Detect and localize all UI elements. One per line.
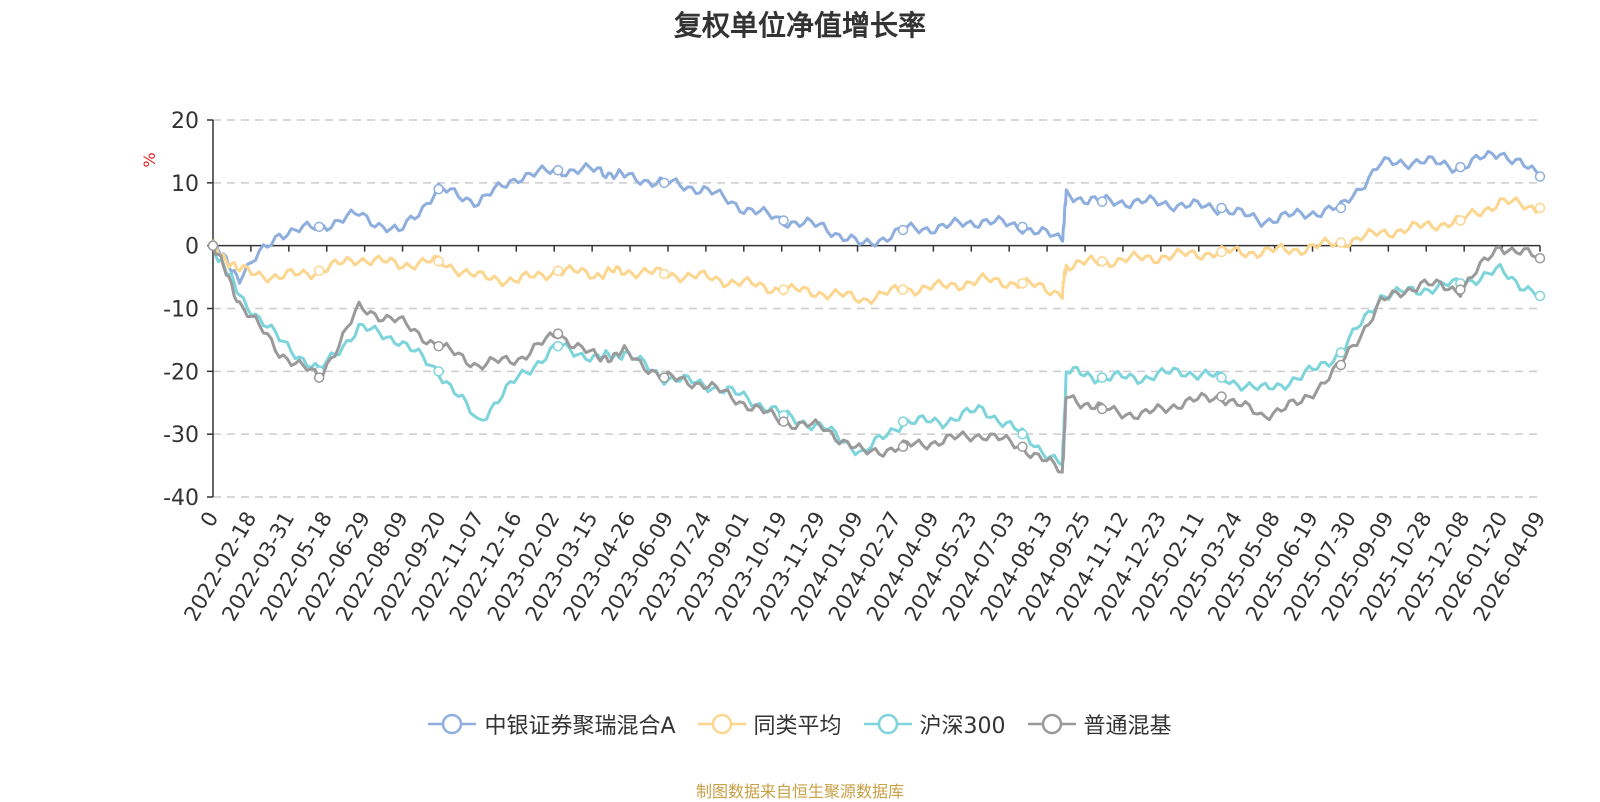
series-point bbox=[658, 268, 670, 280]
series-point bbox=[1534, 171, 1546, 182]
series-point bbox=[778, 284, 789, 295]
series-point bbox=[778, 215, 789, 226]
series-point bbox=[552, 165, 564, 176]
y-tick-label: 10 bbox=[171, 172, 199, 197]
grid-lines bbox=[213, 119, 1540, 498]
series-point bbox=[1335, 237, 1347, 248]
series-point bbox=[1216, 391, 1227, 402]
series-point bbox=[313, 221, 325, 233]
series-point bbox=[207, 240, 219, 251]
y-tick-label: -40 bbox=[163, 486, 199, 511]
series-point bbox=[1096, 196, 1108, 207]
x-tick-label: 0 bbox=[196, 508, 223, 532]
legend-item[interactable]: 沪深300 bbox=[863, 708, 1006, 740]
legend-marker-icon bbox=[863, 713, 912, 735]
legend-marker-icon bbox=[1027, 713, 1076, 735]
legend-item[interactable]: 普通混基 bbox=[1027, 708, 1172, 740]
series-point bbox=[433, 366, 444, 377]
series-line-0 bbox=[212, 149, 1542, 285]
series-point bbox=[897, 441, 909, 452]
legend-marker-icon bbox=[428, 713, 477, 735]
legend-item[interactable]: 同类平均 bbox=[697, 708, 842, 740]
series-point bbox=[1017, 221, 1028, 233]
series-point bbox=[1455, 215, 1466, 226]
legend-marker-icon bbox=[697, 713, 746, 735]
series-point bbox=[1096, 403, 1108, 415]
series-point bbox=[552, 328, 564, 339]
series-point bbox=[1534, 252, 1546, 264]
series-line-1 bbox=[211, 196, 1542, 305]
y-tick-label: 20 bbox=[171, 109, 199, 134]
y-tick-label: 0 bbox=[185, 235, 199, 260]
series-point bbox=[1096, 372, 1108, 383]
series-point bbox=[658, 372, 670, 383]
legend-label: 同类平均 bbox=[753, 714, 842, 739]
series-point bbox=[1017, 428, 1028, 440]
source-note: 制图数据来自恒生聚源数据库 bbox=[695, 782, 904, 801]
legend-label: 普通混基 bbox=[1083, 714, 1172, 739]
y-tick-label: -10 bbox=[163, 298, 199, 323]
series-point bbox=[433, 183, 444, 195]
series-point bbox=[658, 177, 670, 189]
y-tick-label: -30 bbox=[163, 423, 199, 448]
series-point bbox=[1335, 347, 1347, 358]
series-point bbox=[313, 265, 325, 277]
legend-label: 沪深300 bbox=[919, 714, 1006, 739]
series-line-2 bbox=[211, 244, 1541, 468]
series-point bbox=[1216, 246, 1227, 258]
series-point bbox=[1017, 278, 1028, 289]
series-point bbox=[1096, 256, 1108, 267]
legend-label: 中银证券聚瑞混合A bbox=[484, 714, 676, 739]
series-point bbox=[778, 416, 789, 427]
series-point bbox=[1335, 202, 1347, 214]
series-point bbox=[897, 416, 909, 427]
series-point bbox=[1534, 290, 1546, 302]
series-point bbox=[552, 340, 564, 352]
series-point bbox=[1335, 359, 1347, 371]
series-point bbox=[313, 372, 325, 383]
series-point bbox=[897, 284, 909, 295]
legend-item[interactable]: 中银证券聚瑞混合A bbox=[428, 708, 676, 740]
series-point bbox=[1216, 202, 1227, 214]
series-point bbox=[1216, 372, 1227, 383]
series-point bbox=[1455, 161, 1466, 173]
series-point bbox=[1455, 284, 1466, 295]
chart-title: 复权单位净值增长率 bbox=[673, 9, 926, 42]
series-point bbox=[897, 224, 909, 236]
series-point bbox=[433, 340, 444, 352]
legend: 中银证券聚瑞混合A 同类平均 沪深300 普通混基 bbox=[0, 708, 1600, 740]
series-layer bbox=[207, 149, 1546, 474]
y-axis-label: % bbox=[140, 152, 159, 167]
series-point bbox=[1017, 441, 1028, 452]
y-tick-label: -20 bbox=[163, 360, 199, 385]
series-point bbox=[552, 265, 564, 277]
series-point bbox=[433, 256, 444, 267]
series-line-3 bbox=[211, 245, 1541, 474]
series-point bbox=[1534, 202, 1546, 214]
